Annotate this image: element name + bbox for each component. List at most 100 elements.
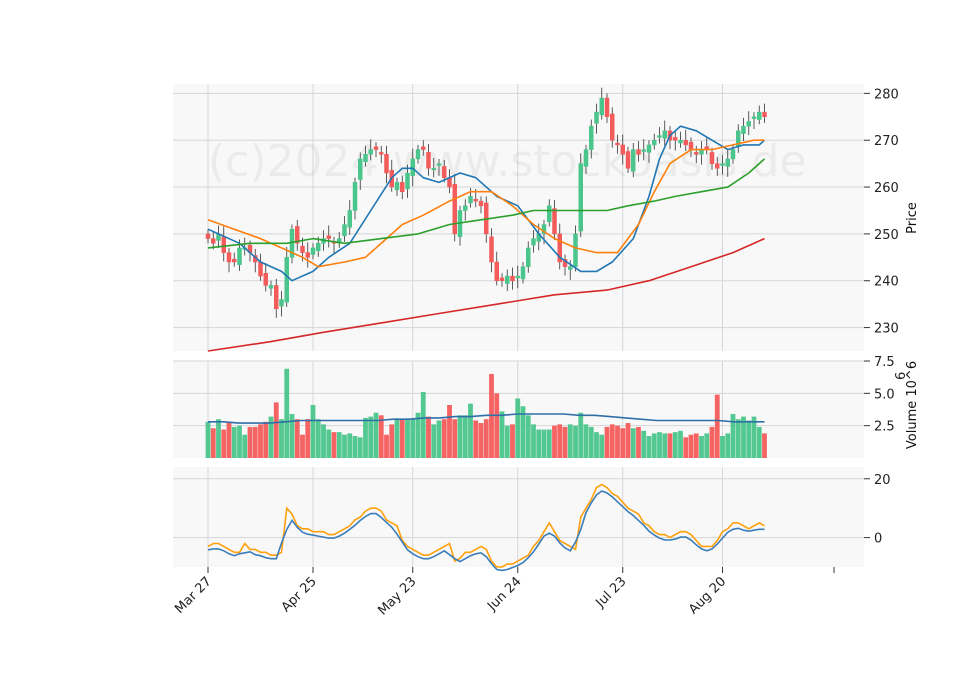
volume-bar [688, 434, 694, 458]
candle-body [720, 163, 725, 166]
candle-body [694, 152, 699, 155]
volume-bar [641, 430, 647, 458]
volume-bar [441, 419, 447, 458]
candle-body [373, 146, 379, 150]
candle-body [552, 208, 557, 235]
candle-body [258, 261, 263, 277]
volume-bar [683, 437, 689, 458]
volume-bar [720, 436, 725, 458]
candle-body [646, 144, 652, 153]
volume-bar [378, 415, 384, 458]
candle-body [547, 205, 552, 222]
volume-bar [347, 433, 353, 458]
volume-bar [237, 425, 242, 458]
candle-body [741, 125, 746, 134]
ma-line [207, 125, 766, 282]
candle-body [657, 135, 662, 138]
volume-bar [672, 432, 678, 458]
price-tick-label: 250 [874, 228, 899, 243]
volume-bar [352, 436, 358, 458]
price-tick-label: 280 [874, 87, 899, 102]
candle-body [510, 275, 515, 281]
volume-axis-label: Volume 10^6 [905, 361, 920, 449]
volume-panel [205, 368, 767, 458]
volume-bar [331, 432, 337, 458]
volume-bar [510, 424, 515, 458]
candle-body [431, 168, 436, 171]
volume-bar [531, 424, 536, 458]
volume-bar [651, 433, 657, 458]
volume-tick-label: 7.5 [874, 355, 895, 370]
volume-bar [657, 432, 662, 458]
volume-bar [552, 425, 557, 458]
volume-bar [599, 434, 605, 458]
candle-body [274, 285, 279, 310]
oscillator-panel-bg [173, 467, 864, 567]
volume-bar [258, 424, 263, 458]
candle-body [400, 182, 405, 192]
candle-body [494, 261, 499, 281]
candle-body [709, 152, 715, 164]
candle-body [610, 113, 615, 141]
volume-bar [310, 404, 316, 458]
candle-body [310, 247, 316, 255]
candle-body [442, 166, 447, 178]
candle-body [489, 236, 494, 263]
volume-bar [389, 424, 395, 458]
volume-bar [478, 423, 484, 458]
volume-bar [242, 434, 248, 458]
candle-body [683, 139, 688, 146]
volume-bar [636, 426, 641, 458]
volume-bar [504, 425, 510, 458]
volume-bar [609, 424, 615, 458]
candle-body [678, 139, 683, 144]
candle-body [237, 247, 242, 266]
volume-bar [363, 417, 368, 458]
volume-bar [714, 394, 720, 458]
candle-body [342, 224, 347, 237]
candle-body [499, 277, 505, 281]
volume-bar [615, 425, 620, 458]
volume-bar [252, 426, 258, 458]
volume-bar [499, 411, 505, 458]
volume-bar [468, 403, 473, 458]
volume-bar [756, 426, 762, 458]
candle-body [599, 97, 604, 116]
candle-body [205, 233, 211, 239]
volume-bar [452, 419, 458, 458]
candle-body [232, 258, 237, 263]
volume-bar [693, 433, 699, 458]
candle-body [415, 149, 421, 160]
volume-bar [273, 402, 279, 458]
volume-bar [573, 425, 578, 458]
volume-bar [625, 423, 631, 458]
volume-bar [426, 416, 431, 458]
volume-bar [279, 419, 284, 458]
volume-bar [284, 368, 290, 458]
volume-bar [268, 416, 274, 458]
candle-body [505, 275, 510, 284]
candle-body [583, 149, 589, 167]
volume-bar [578, 412, 584, 458]
candle-body [478, 200, 484, 207]
volume-bar [384, 434, 389, 458]
candle-body [316, 243, 321, 252]
volume-bar [588, 426, 594, 458]
volume-bar [462, 415, 468, 458]
candle-body [636, 149, 641, 155]
oscillator-fast-line [207, 483, 765, 568]
candle-body [295, 226, 300, 244]
volume-bar [678, 430, 683, 458]
volume-bar [263, 421, 269, 458]
volume-bar [630, 428, 636, 458]
candle-body [541, 224, 547, 235]
volume-bar [520, 406, 526, 458]
ma-line [207, 158, 766, 249]
price-tick-label: 240 [874, 275, 899, 290]
candle-body [515, 275, 520, 279]
candle-body [762, 111, 767, 118]
candle-body [531, 238, 536, 246]
candle-body [284, 257, 289, 303]
candle-body [463, 205, 468, 211]
candle-body [631, 149, 636, 172]
